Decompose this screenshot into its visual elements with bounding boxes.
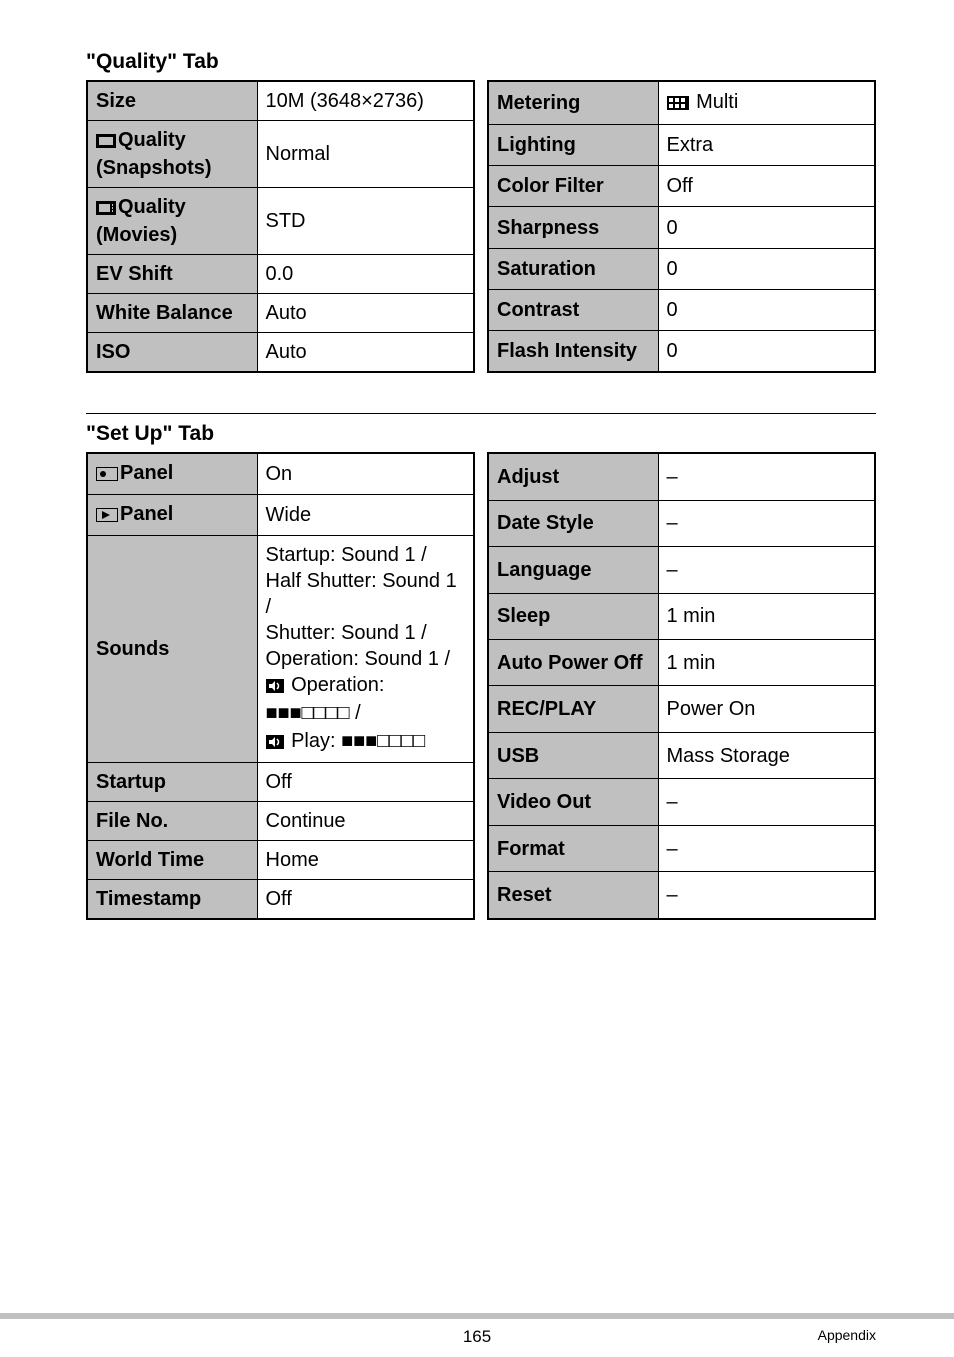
label-play-panel: Panel bbox=[87, 495, 257, 536]
sounds-op-bars: ■■■□□□□ bbox=[266, 703, 350, 726]
value-adjust: – bbox=[658, 453, 875, 500]
label-video-out: Video Out bbox=[488, 779, 658, 825]
value-saturation: 0 bbox=[658, 248, 875, 289]
label-file-no: File No. bbox=[87, 802, 257, 841]
value-color-filter: Off bbox=[658, 166, 875, 207]
label-flash-intensity: Flash Intensity bbox=[488, 330, 658, 372]
setup-right-table: Adjust – Date Style – Language – Sleep 1… bbox=[487, 452, 876, 920]
label-format: Format bbox=[488, 825, 658, 871]
value-file-no: Continue bbox=[257, 802, 474, 841]
label-lighting: Lighting bbox=[488, 125, 658, 166]
value-date-style: – bbox=[658, 500, 875, 546]
value-iso: Auto bbox=[257, 333, 474, 373]
value-contrast: 0 bbox=[658, 289, 875, 330]
value-flash-intensity: 0 bbox=[658, 330, 875, 372]
label-rec-play: REC/PLAY bbox=[488, 686, 658, 732]
label-usb: USB bbox=[488, 732, 658, 778]
label-date-style: Date Style bbox=[488, 500, 658, 546]
value-auto-power-off: 1 min bbox=[658, 639, 875, 685]
label-startup: Startup bbox=[87, 763, 257, 802]
label-saturation: Saturation bbox=[488, 248, 658, 289]
value-sharpness: 0 bbox=[658, 207, 875, 248]
page-footer: 165 Appendix bbox=[0, 1313, 954, 1343]
label-adjust: Adjust bbox=[488, 453, 658, 500]
movie-icon bbox=[96, 196, 116, 222]
value-format: – bbox=[658, 825, 875, 871]
value-rec-panel: On bbox=[257, 453, 474, 495]
label-quality-snapshots: Quality (Snapshots) bbox=[87, 121, 257, 188]
sounds-startup: Startup: Sound 1 / bbox=[266, 544, 427, 566]
speaker-icon bbox=[266, 674, 284, 700]
sounds-operation: Operation: Sound 1 / bbox=[266, 648, 451, 670]
play-icon bbox=[96, 503, 118, 529]
label-timestamp: Timestamp bbox=[87, 880, 257, 920]
label-play-panel-text: Panel bbox=[120, 503, 173, 525]
setup-columns: Panel On Panel Wide Sounds Startup: Soun… bbox=[86, 452, 876, 920]
still-icon bbox=[96, 129, 116, 155]
value-size: 10M (3648×2736) bbox=[257, 81, 474, 121]
label-rec-panel-text: Panel bbox=[120, 462, 173, 484]
value-play-panel: Wide bbox=[257, 495, 474, 536]
sounds-play-bars: ■■■□□□□ bbox=[341, 731, 425, 754]
label-rec-panel: Panel bbox=[87, 453, 257, 495]
sounds-play-label: Play: bbox=[291, 730, 335, 752]
label-sleep: Sleep bbox=[488, 593, 658, 639]
label-sharpness: Sharpness bbox=[488, 207, 658, 248]
sounds-shutter: Shutter: Sound 1 / bbox=[266, 622, 427, 644]
value-sleep: 1 min bbox=[658, 593, 875, 639]
label-metering: Metering bbox=[488, 81, 658, 125]
value-reset: – bbox=[658, 872, 875, 919]
label-iso: ISO bbox=[87, 333, 257, 373]
label-size: Size bbox=[87, 81, 257, 121]
value-language: – bbox=[658, 547, 875, 593]
label-contrast: Contrast bbox=[488, 289, 658, 330]
label-language: Language bbox=[488, 547, 658, 593]
value-quality-movies: STD bbox=[257, 188, 474, 255]
speaker-icon-2 bbox=[266, 730, 284, 756]
label-reset: Reset bbox=[488, 872, 658, 919]
quality-left-table: Size 10M (3648×2736) Quality (Snapshots)… bbox=[86, 80, 475, 373]
value-sounds: Startup: Sound 1 / Half Shutter: Sound 1… bbox=[257, 536, 474, 763]
label-white-balance: White Balance bbox=[87, 294, 257, 333]
setup-left-table: Panel On Panel Wide Sounds Startup: Soun… bbox=[86, 452, 475, 920]
quality-columns: Size 10M (3648×2736) Quality (Snapshots)… bbox=[86, 80, 876, 373]
value-world-time: Home bbox=[257, 841, 474, 880]
value-metering-text: Multi bbox=[696, 91, 738, 113]
label-auto-power-off: Auto Power Off bbox=[488, 639, 658, 685]
label-ev-shift: EV Shift bbox=[87, 255, 257, 294]
value-startup: Off bbox=[257, 763, 474, 802]
value-quality-snapshots: Normal bbox=[257, 121, 474, 188]
value-lighting: Extra bbox=[658, 125, 875, 166]
value-rec-play: Power On bbox=[658, 686, 875, 732]
footer-section: Appendix bbox=[818, 1327, 876, 1343]
page-number: 165 bbox=[463, 1327, 491, 1347]
quality-right-table: Metering Multi Lighting Extra Color Filt… bbox=[487, 80, 876, 373]
label-quality-movies: Quality (Movies) bbox=[87, 188, 257, 255]
value-usb: Mass Storage bbox=[658, 732, 875, 778]
value-timestamp: Off bbox=[257, 880, 474, 920]
quality-tab-title: "Quality" Tab bbox=[86, 50, 876, 74]
sounds-half-shutter: Half Shutter: Sound 1 / bbox=[266, 570, 457, 618]
label-color-filter: Color Filter bbox=[488, 166, 658, 207]
label-world-time: World Time bbox=[87, 841, 257, 880]
section-divider bbox=[86, 413, 876, 414]
value-video-out: – bbox=[658, 779, 875, 825]
metering-icon bbox=[667, 91, 689, 117]
setup-tab-title: "Set Up" Tab bbox=[86, 422, 876, 446]
sounds-op-label: Operation: bbox=[291, 674, 384, 696]
value-metering: Multi bbox=[658, 81, 875, 125]
rec-icon bbox=[96, 462, 118, 488]
label-sounds: Sounds bbox=[87, 536, 257, 763]
value-white-balance: Auto bbox=[257, 294, 474, 333]
value-ev-shift: 0.0 bbox=[257, 255, 474, 294]
